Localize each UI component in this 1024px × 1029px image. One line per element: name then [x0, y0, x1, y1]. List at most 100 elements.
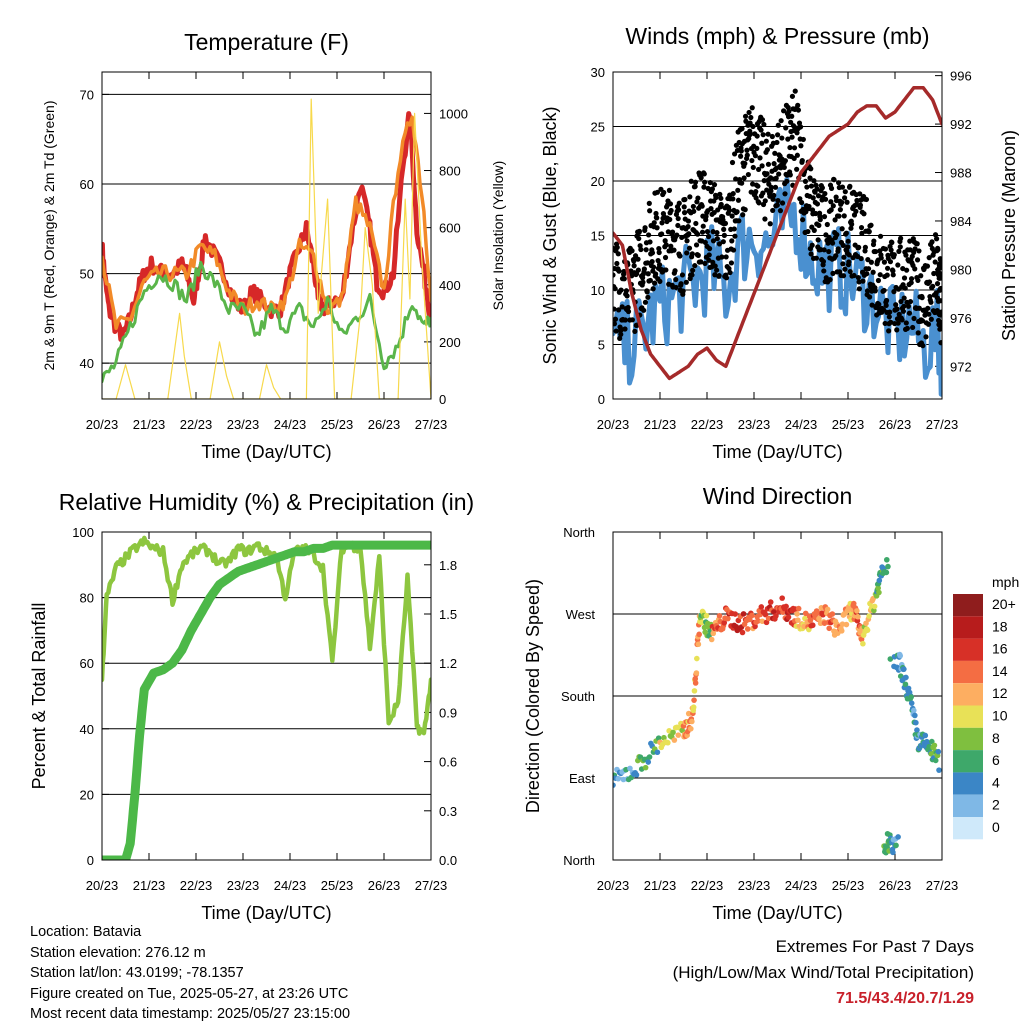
gust-point — [903, 252, 909, 258]
gust-point — [695, 231, 701, 237]
gust-point — [666, 187, 673, 193]
gust-point — [711, 209, 717, 216]
gust-point — [810, 195, 816, 201]
gust-point — [887, 309, 893, 315]
gust-point — [860, 278, 866, 284]
gust-point — [755, 183, 761, 189]
gust-point — [684, 250, 690, 256]
gust-point — [741, 175, 747, 181]
gust-point — [840, 242, 846, 248]
gust-point — [684, 238, 690, 244]
gust-point — [864, 271, 870, 277]
gust-point — [758, 127, 764, 133]
gust-point — [619, 304, 625, 310]
direction-point — [908, 700, 915, 706]
gust-point — [640, 279, 646, 285]
gust-point — [919, 318, 926, 324]
gust-point — [617, 335, 623, 341]
y2-tick-label: 800 — [439, 164, 461, 179]
gust-point — [650, 264, 657, 270]
gust-point — [623, 288, 629, 294]
series-line-3 — [102, 98, 431, 399]
plot-frame — [612, 531, 943, 861]
gust-point — [800, 136, 806, 143]
gust-point — [765, 161, 772, 167]
direction-point — [744, 626, 751, 632]
gust-point — [698, 175, 704, 181]
x-tick-label: 25/23 — [321, 417, 354, 432]
gust-point — [787, 144, 793, 151]
gust-point — [721, 226, 727, 232]
direction-point — [843, 621, 850, 628]
gust-point — [632, 328, 638, 334]
gust-point — [808, 166, 814, 172]
gust-point — [748, 114, 754, 121]
gust-point — [631, 263, 637, 269]
gust-point — [786, 108, 792, 114]
series-line-2 — [102, 260, 431, 384]
y2-tick-label: 992 — [950, 117, 972, 132]
y2-tick-label: 996 — [950, 69, 972, 84]
x-tick-label: 27/23 — [926, 417, 959, 432]
x-tick-label: 22/23 — [180, 878, 213, 893]
gust-point — [778, 118, 784, 124]
colorbar-label: 18 — [992, 618, 1008, 634]
gust-point — [861, 211, 867, 217]
gust-point — [920, 343, 926, 349]
gust-point — [783, 125, 789, 131]
gust-point — [616, 307, 622, 313]
x-tick-label: 21/23 — [133, 417, 166, 432]
gust-point — [685, 224, 691, 230]
gust-point — [791, 145, 798, 151]
y-axis-label: Direction (Colored By Speed) — [523, 579, 543, 813]
gust-point — [821, 214, 828, 220]
direction-point — [762, 611, 769, 618]
colorbar-swatch — [953, 683, 983, 706]
gust-point — [757, 155, 763, 161]
y2-tick-label: 1000 — [439, 106, 468, 121]
direction-point — [692, 675, 699, 682]
gust-point — [789, 93, 796, 99]
gust-point — [613, 316, 619, 322]
gust-point — [706, 257, 712, 263]
gust-point — [899, 317, 905, 323]
gust-point — [625, 308, 632, 315]
gust-point — [845, 238, 851, 244]
gust-point — [720, 239, 726, 245]
gust-point — [877, 233, 884, 239]
gust-point — [732, 151, 738, 157]
gust-point — [644, 289, 650, 295]
gust-point — [828, 199, 834, 205]
direction-point — [935, 748, 942, 755]
y-axis-label: 2m & 9m T (Red, Orange) & 2m Td (Green) — [41, 101, 57, 371]
gust-point — [873, 248, 879, 255]
gust-point — [730, 190, 736, 197]
gust-point — [805, 228, 811, 235]
gust-point — [689, 251, 695, 257]
gust-point — [638, 246, 644, 253]
gust-point — [859, 230, 865, 236]
gust-point — [675, 207, 682, 213]
direction-point — [725, 615, 731, 622]
gust-point — [834, 232, 840, 238]
gust-point — [675, 215, 681, 222]
y-tick-label: 10 — [591, 283, 605, 298]
gust-point — [865, 266, 872, 272]
gust-point — [645, 294, 651, 300]
gust-point — [726, 207, 732, 214]
direction-point — [913, 719, 919, 726]
gust-point — [692, 179, 699, 185]
y-tick-label: 40 — [80, 722, 94, 737]
gust-point — [749, 105, 755, 111]
gust-point — [714, 235, 720, 242]
gust-point — [722, 220, 729, 227]
gust-point — [794, 152, 800, 158]
colorbar-swatch — [953, 616, 983, 639]
gust-point — [723, 275, 730, 281]
gust-point — [723, 254, 729, 260]
gust-point — [865, 257, 871, 263]
x-tick-label: 23/23 — [227, 878, 260, 893]
gust-point — [779, 200, 786, 206]
colorbar-label: 14 — [992, 663, 1008, 679]
gust-point — [843, 230, 849, 236]
